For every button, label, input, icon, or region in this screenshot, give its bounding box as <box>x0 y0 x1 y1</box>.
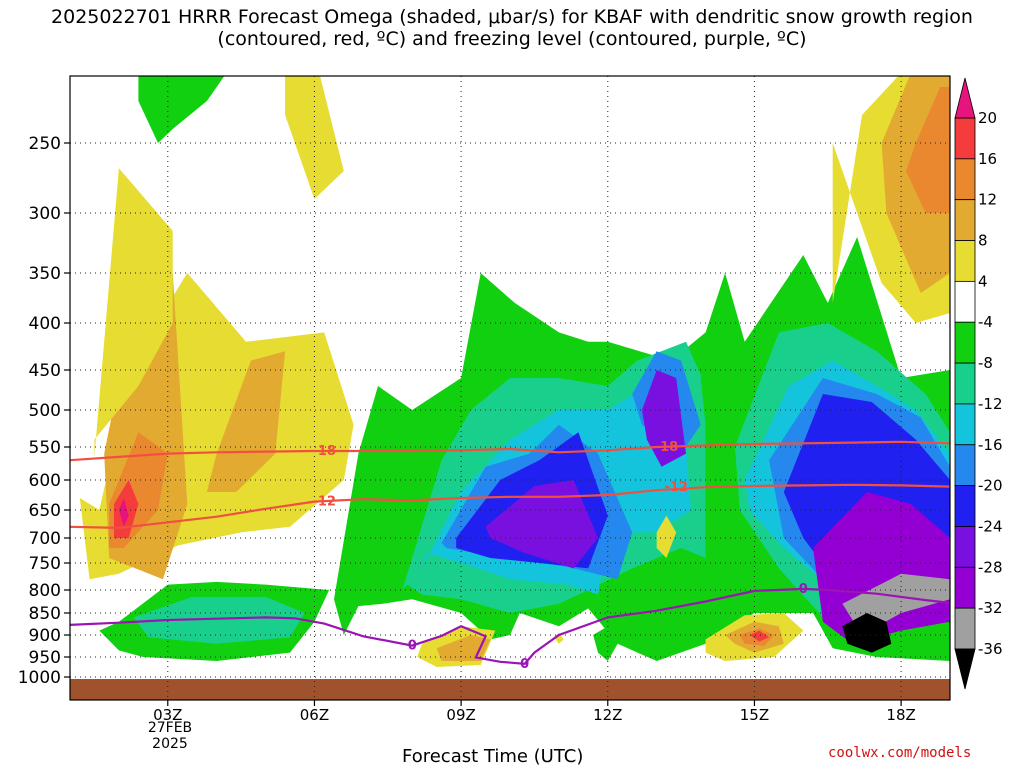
y-tick-label: 400 <box>29 314 61 334</box>
x-tick-label: 15Z <box>740 706 769 724</box>
x-tick-label: 12Z <box>593 706 622 724</box>
colorbar-bin <box>954 158 976 201</box>
omega-region-34 <box>656 515 677 558</box>
y-tick-label: 650 <box>29 501 61 521</box>
colorbar-label: 4 <box>978 272 988 290</box>
x-tick-label: 06Z <box>300 706 329 724</box>
x-tick-label: 18Z <box>886 706 915 724</box>
colorbar-bottom-arrow <box>954 648 976 690</box>
y-tick-label: 450 <box>29 361 61 381</box>
colorbar-bin <box>954 566 976 609</box>
x-axis-title: Forecast Time (UTC) <box>402 746 584 767</box>
y-tick-label: 250 <box>29 134 61 154</box>
colorbar-label: 20 <box>978 109 997 127</box>
colorbar-label: 16 <box>978 150 997 168</box>
colorbar-label: -12 <box>978 395 1003 413</box>
omega-region-3 <box>94 168 173 457</box>
freezing-level-contour <box>70 587 950 665</box>
colorbar-bin <box>954 321 976 364</box>
x-tick-label: 03Z <box>153 706 182 724</box>
y-tick-label: 750 <box>29 554 61 574</box>
colorbar-label: -24 <box>978 517 1003 535</box>
chart-title: 2025022701 HRRR Forecast Omega (shaded, … <box>51 6 973 50</box>
dendritic-contour-m12 <box>70 483 950 530</box>
omega-region-23 <box>842 613 892 653</box>
y-tick-label: 600 <box>29 471 61 491</box>
omega-region-33 <box>285 76 344 199</box>
x-tick-label: 09Z <box>446 706 475 724</box>
colorbar-label: 8 <box>978 232 988 250</box>
y-tick-label: 950 <box>29 648 61 668</box>
date-line-day: 27FEB <box>147 720 193 736</box>
omega-region-37 <box>593 626 618 661</box>
y-tick-label: 550 <box>29 438 61 458</box>
y-tick-label: 800 <box>29 581 61 601</box>
contour-label-0-b: 0 <box>520 657 529 672</box>
y-tick-label: 900 <box>29 626 61 646</box>
colorbar-bin <box>954 485 976 527</box>
colorbar-bin <box>954 444 976 487</box>
colorbar-label: -4 <box>978 313 993 331</box>
omega-region-19 <box>485 480 598 569</box>
y-tick-label: 850 <box>29 604 61 624</box>
contour-lines: -18 -18 -12 -12 0 0 0 <box>70 440 950 672</box>
y-axis: 2503003504004505005506006507007508008509… <box>18 134 70 688</box>
omega-region-32 <box>749 630 770 642</box>
omega-region-38 <box>700 360 721 433</box>
colorbar-bin <box>954 240 976 282</box>
omega-region-8 <box>133 596 305 644</box>
contour-label-m12-a: -12 <box>312 495 336 510</box>
contour-label-m18-b: -18 <box>655 440 679 455</box>
colorbar-label: -8 <box>978 354 993 372</box>
y-tick-label: 350 <box>29 264 61 284</box>
colorbar-top-arrow <box>954 77 976 119</box>
colorbar-bin <box>954 607 976 650</box>
grid <box>70 76 950 700</box>
contour-label-m18-a: -18 <box>312 444 336 459</box>
contour-label-0-a: 0 <box>408 639 417 654</box>
colorbar-bin <box>954 117 976 160</box>
colorbar-bin <box>954 362 976 405</box>
y-tick-label: 700 <box>29 529 61 549</box>
credit-link[interactable]: coolwx.com/models <box>828 745 972 761</box>
contour-label-m12-b: -12 <box>664 480 688 495</box>
omega-region-2 <box>206 351 286 492</box>
plot-frame <box>69 75 951 701</box>
colorbar-label: 12 <box>978 191 997 209</box>
x-date-label: 27FEB 2025 <box>130 720 210 752</box>
dendritic-contour-m18 <box>70 440 950 462</box>
ground-surface <box>70 679 950 700</box>
y-tick-label: 1000 <box>18 668 61 688</box>
omega-shading <box>79 76 950 667</box>
omega-region-26 <box>906 87 950 213</box>
colorbar-label: -16 <box>978 436 1003 454</box>
date-line-year: 2025 <box>152 736 188 752</box>
colorbar-bin <box>954 280 976 323</box>
colorbar-bin <box>954 403 976 446</box>
x-axis: 03Z 06Z 09Z 12Z 15Z 18Z <box>153 700 916 724</box>
omega-region-20 <box>642 370 686 467</box>
colorbar-label: -32 <box>978 599 1003 617</box>
colorbar-bin <box>954 526 976 568</box>
omega-region-6 <box>118 498 129 527</box>
colorbar-label: -28 <box>978 558 1003 576</box>
y-tick-label: 500 <box>29 401 61 421</box>
colorbar-bin <box>954 199 976 241</box>
colorbar-label: -20 <box>978 477 1003 495</box>
colorbar-label: -36 <box>978 640 1003 658</box>
contour-label-0-c: 0 <box>799 582 808 597</box>
y-tick-label: 300 <box>29 204 61 224</box>
colorbar: 20 16 12 8 4 -4 -8 -12 -16 -20 -24 -28 -32 -36 <box>954 77 1003 690</box>
omega-region-36 <box>138 76 225 143</box>
